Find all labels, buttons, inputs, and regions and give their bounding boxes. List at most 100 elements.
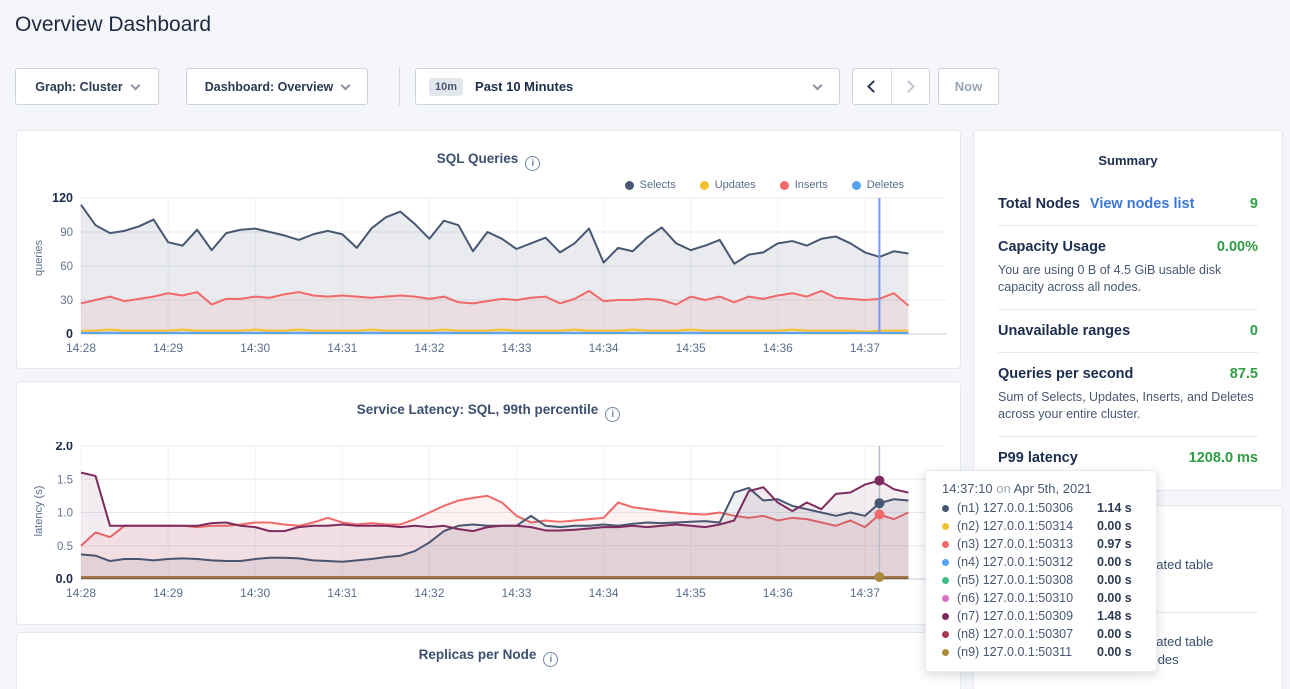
svg-text:60: 60 bbox=[60, 261, 73, 273]
svg-text:14:32: 14:32 bbox=[414, 341, 444, 355]
tooltip-node-value: 0.97 s bbox=[1097, 537, 1132, 551]
legend-dot bbox=[851, 180, 861, 190]
tooltip-node-value: 1.14 s bbox=[1097, 501, 1132, 515]
tooltip-node-label: (n2) 127.0.0.1:50314 bbox=[957, 519, 1074, 533]
legend-item[interactable]: Inserts bbox=[779, 179, 828, 191]
node-color-dot bbox=[942, 648, 949, 656]
tooltip-row: (n8) 127.0.0.1:50307 0.00 s bbox=[942, 625, 1140, 643]
svg-text:14:36: 14:36 bbox=[763, 341, 793, 355]
summary-panel: Summary Total Nodes View nodes list 9 Ca… bbox=[973, 130, 1283, 491]
info-icon[interactable]: i bbox=[543, 652, 559, 667]
tooltip-row: (n4) 127.0.0.1:50312 0.00 s bbox=[942, 553, 1140, 571]
legend-dot bbox=[624, 180, 634, 190]
summary-value: 0 bbox=[1249, 323, 1258, 339]
legend-label: Selects bbox=[639, 179, 676, 191]
now-button[interactable]: Now bbox=[938, 68, 999, 105]
legend-item[interactable]: Deletes bbox=[851, 179, 904, 191]
view-nodes-link[interactable]: View nodes list bbox=[1089, 196, 1195, 212]
tooltip-node-value: 0.00 s bbox=[1097, 627, 1132, 641]
summary-label: P99 latency bbox=[998, 450, 1078, 466]
time-forward-button[interactable] bbox=[890, 69, 930, 104]
tooltip-node-value: 0.00 s bbox=[1097, 645, 1132, 659]
tooltip-node-label: (n4) 127.0.0.1:50312 bbox=[957, 555, 1074, 569]
chart-title: Replicas per Node i bbox=[17, 647, 960, 667]
summary-label: Unavailable ranges bbox=[998, 323, 1131, 339]
replicas-per-node-card: Replicas per Node i bbox=[16, 632, 961, 689]
svg-text:14:37: 14:37 bbox=[850, 586, 880, 600]
tooltip-rows: (n1) 127.0.0.1:50306 1.14 s (n2) 127.0.0.1… bbox=[942, 499, 1140, 661]
chart-legend: Selects Updates Inserts Deletes bbox=[624, 179, 904, 191]
svg-text:14:37: 14:37 bbox=[850, 341, 880, 355]
time-nav-group bbox=[852, 68, 930, 105]
dashboard-dropdown[interactable]: Dashboard: Overview bbox=[186, 68, 368, 105]
svg-text:14:29: 14:29 bbox=[153, 586, 183, 600]
summary-value: 1208.0 ms bbox=[1188, 450, 1258, 466]
summary-row-p99-latency: P99 latency 1208.0 ms bbox=[998, 450, 1258, 466]
time-back-button[interactable] bbox=[853, 69, 891, 104]
node-color-dot bbox=[942, 504, 949, 512]
svg-text:90: 90 bbox=[60, 227, 73, 239]
chart-tooltip: 14:37:10 on Apr 5th, 2021 (n1) 127.0.0.1… bbox=[925, 470, 1157, 672]
graph-dropdown[interactable]: Graph: Cluster bbox=[15, 68, 159, 105]
time-range-dropdown[interactable]: 10m Past 10 Minutes bbox=[415, 68, 840, 105]
node-color-dot bbox=[942, 630, 949, 638]
tooltip-row: (n7) 127.0.0.1:50309 1.48 s bbox=[942, 607, 1140, 625]
svg-text:14:35: 14:35 bbox=[676, 586, 706, 600]
node-color-dot bbox=[942, 540, 949, 548]
divider bbox=[998, 225, 1258, 226]
node-color-dot bbox=[942, 576, 949, 584]
svg-text:14:28: 14:28 bbox=[66, 586, 96, 600]
svg-text:2.0: 2.0 bbox=[56, 442, 73, 453]
svg-text:14:36: 14:36 bbox=[763, 586, 793, 600]
svg-text:14:31: 14:31 bbox=[327, 586, 357, 600]
tooltip-node-value: 1.48 s bbox=[1097, 609, 1132, 623]
legend-dot bbox=[779, 180, 789, 190]
svg-text:14:32: 14:32 bbox=[414, 586, 444, 600]
tooltip-node-label: (n3) 127.0.0.1:50313 bbox=[957, 537, 1074, 551]
tooltip-row: (n2) 127.0.0.1:50314 0.00 s bbox=[942, 517, 1140, 535]
svg-text:14:33: 14:33 bbox=[501, 341, 531, 355]
legend-label: Updates bbox=[714, 179, 756, 191]
summary-label: Queries per second bbox=[998, 366, 1134, 382]
node-color-dot bbox=[942, 594, 949, 602]
svg-text:1.5: 1.5 bbox=[57, 474, 73, 486]
summary-value: 87.5 bbox=[1229, 366, 1258, 382]
summary-value: 9 bbox=[1249, 196, 1258, 212]
service-latency-chart[interactable]: 0.0 0.5 1.0 1.5 2.0 14:28 14:29 14:30 14:31 14:32… bbox=[17, 442, 946, 607]
node-color-dot bbox=[942, 522, 949, 530]
chevron-down-icon bbox=[130, 80, 141, 90]
tooltip-node-value: 0.00 s bbox=[1097, 519, 1132, 533]
tooltip-node-label: (n8) 127.0.0.1:50307 bbox=[957, 627, 1074, 641]
summary-row-unavailable-ranges: Unavailable ranges 0 bbox=[998, 323, 1258, 339]
summary-label: Total Nodes bbox=[998, 196, 1080, 212]
svg-text:14:31: 14:31 bbox=[327, 341, 357, 355]
tooltip-node-label: (n9) 127.0.0.1:50311 bbox=[957, 645, 1073, 659]
chart-title: SQL Queries i bbox=[17, 151, 960, 171]
chevron-left-icon bbox=[866, 80, 880, 93]
info-icon[interactable]: i bbox=[605, 407, 621, 422]
svg-text:14:34: 14:34 bbox=[589, 586, 619, 600]
service-latency-card: Service Latency: SQL, 99th percentile i l… bbox=[16, 381, 961, 625]
tooltip-row: (n3) 127.0.0.1:50313 0.97 s bbox=[942, 535, 1140, 553]
svg-text:0.0: 0.0 bbox=[56, 572, 73, 586]
summary-value: 0.00% bbox=[1216, 239, 1258, 255]
tooltip-timestamp: 14:37:10 on Apr 5th, 2021 bbox=[942, 481, 1092, 496]
divider bbox=[998, 309, 1258, 310]
legend-item[interactable]: Selects bbox=[624, 179, 676, 191]
info-icon[interactable]: i bbox=[525, 156, 541, 171]
toolbar: Graph: Cluster Dashboard: Overview 10m P… bbox=[0, 67, 1290, 106]
tooltip-node-label: (n6) 127.0.0.1:50310 bbox=[957, 591, 1074, 605]
sql-queries-chart[interactable]: 0 30 60 90 120 14:28 14:29 14:30 14:31 14:32 14:33… bbox=[17, 191, 946, 361]
legend-label: Inserts bbox=[794, 179, 828, 191]
tooltip-node-value: 0.00 s bbox=[1097, 591, 1132, 605]
svg-text:0: 0 bbox=[66, 327, 73, 341]
chart-title: Service Latency: SQL, 99th percentile i bbox=[17, 402, 960, 422]
time-range-badge: 10m bbox=[429, 77, 464, 96]
legend-item[interactable]: Updates bbox=[699, 179, 756, 191]
svg-text:14:29: 14:29 bbox=[153, 341, 183, 355]
chevron-down-icon bbox=[812, 80, 823, 90]
toolbar-divider bbox=[399, 67, 400, 106]
svg-text:120: 120 bbox=[52, 191, 73, 205]
svg-text:14:34: 14:34 bbox=[589, 341, 619, 355]
